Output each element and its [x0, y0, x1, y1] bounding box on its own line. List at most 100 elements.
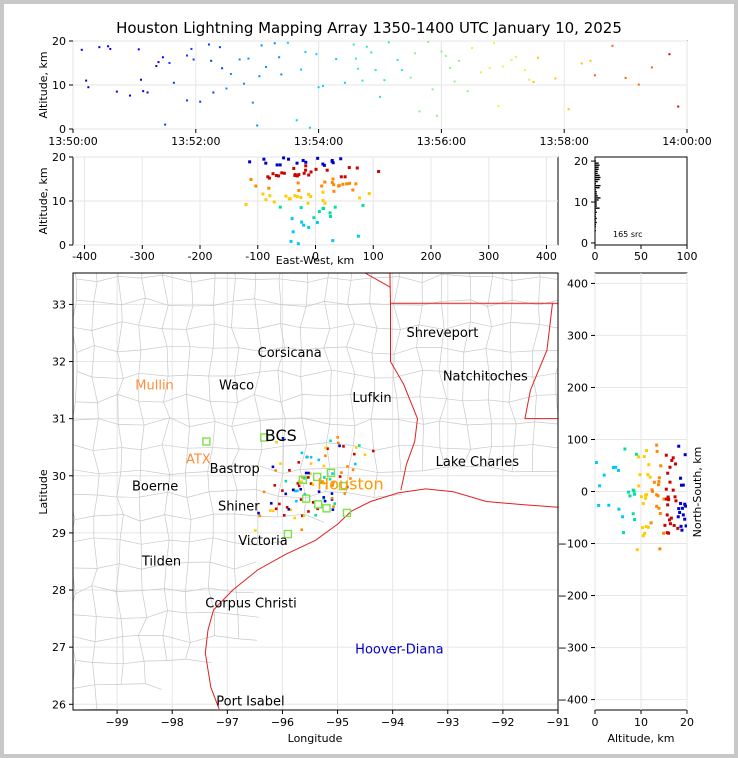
mississippi-border	[524, 303, 558, 420]
map-source-point	[307, 510, 310, 513]
ew-source-point	[331, 161, 335, 165]
altitude-histogram-bars	[595, 160, 601, 232]
ew-source-point	[354, 182, 358, 186]
county-border-segment	[283, 418, 286, 447]
county-border-segment	[117, 275, 142, 279]
ns-source-point	[680, 506, 684, 510]
county-border-segment	[189, 421, 216, 427]
latitude-tick-label: 31	[52, 413, 66, 426]
map-source-point	[295, 499, 298, 503]
map-source-point	[319, 481, 322, 484]
map-source-point	[328, 477, 332, 481]
map-label-victoria: Victoria	[238, 534, 287, 549]
county-border-segment	[209, 489, 238, 493]
ns-source-point	[666, 503, 670, 507]
map-source-point	[297, 461, 301, 464]
county-border-segment	[282, 469, 301, 474]
ns-source-point	[656, 483, 660, 487]
county-border-segment	[354, 374, 375, 379]
county-border-segment	[93, 301, 122, 306]
county-border-segment	[70, 614, 71, 635]
county-border-segment	[74, 371, 78, 402]
map-source-point	[279, 462, 282, 465]
lightning-source-point	[142, 90, 145, 93]
county-border-segment	[422, 466, 446, 472]
county-border-segment	[371, 328, 378, 354]
ew-source-point	[314, 167, 318, 171]
county-border-segment	[561, 300, 564, 330]
red-river-border	[364, 273, 391, 288]
ew-source-point	[292, 166, 296, 170]
lightning-source-point	[383, 79, 386, 82]
map-source-point	[293, 516, 296, 520]
ns-source-point	[645, 493, 649, 497]
county-borders	[70, 254, 564, 710]
lightning-source-point	[207, 43, 210, 46]
county-border-segment	[323, 328, 331, 349]
county-border-segment	[169, 539, 190, 543]
county-border-segment	[258, 328, 263, 352]
county-border-segment	[439, 447, 471, 450]
county-border-segment	[119, 539, 142, 545]
county-border-segment	[97, 494, 117, 498]
county-border-segment	[285, 417, 302, 419]
ns-source-point	[621, 515, 625, 519]
county-border-segment	[353, 425, 356, 446]
lightning-source-point	[247, 57, 250, 60]
county-border-segment	[277, 513, 305, 518]
ns-tick-label: 400	[567, 277, 588, 290]
county-border-segment	[398, 445, 402, 472]
plan-view-xlabel: Longitude	[288, 732, 343, 745]
county-border-segment	[254, 298, 259, 329]
county-border-segment	[277, 473, 284, 497]
altitude-tick-label: 0	[581, 237, 588, 250]
county-border-segment	[258, 323, 281, 329]
lightning-source-point	[343, 81, 346, 84]
lightning-source-point	[286, 41, 289, 44]
county-border-segment	[324, 491, 347, 493]
county-border-segment	[558, 254, 562, 280]
county-border-segment	[165, 539, 170, 564]
ns-source-point	[671, 488, 675, 492]
county-border-segment	[303, 497, 307, 515]
lightning-source-point	[457, 59, 460, 62]
county-border-segment	[238, 347, 262, 352]
county-border-segment	[237, 614, 260, 618]
plan-view-panel: Shreveport Corsicana Natchitoches Mullin Wac…	[37, 254, 570, 745]
county-border-segment	[92, 662, 96, 685]
county-border-segment	[299, 444, 308, 470]
county-border-segment	[185, 305, 194, 330]
county-border-segment	[280, 304, 307, 307]
ew-altitude-xlabel: East-West, km	[276, 254, 354, 267]
lightning-source-point	[218, 46, 221, 49]
lightning-source-point	[273, 42, 276, 45]
map-source-point	[309, 462, 313, 465]
lightning-source-point	[379, 95, 381, 98]
ew-source-point	[322, 163, 326, 167]
ns-source-point	[646, 473, 650, 477]
map-source-point	[337, 441, 340, 445]
map-source-point	[294, 489, 297, 493]
county-border-segment	[73, 572, 76, 595]
ns-source-point	[617, 507, 621, 511]
ns-source-point	[664, 453, 668, 457]
county-border-segment	[185, 591, 187, 613]
county-border-segment	[257, 515, 278, 518]
map-source-point	[351, 468, 355, 472]
lightning-source-point	[251, 101, 254, 104]
county-border-segment	[393, 329, 401, 355]
map-source-point	[317, 490, 321, 493]
county-border-segment	[327, 273, 329, 278]
lma-station-marker	[298, 475, 308, 484]
county-border-segment	[261, 346, 285, 352]
ew-source-point	[323, 180, 327, 184]
county-border-segment	[278, 278, 308, 283]
latitude-tick-label: 29	[52, 527, 66, 540]
ns-source-point	[659, 464, 663, 468]
map-source-point	[273, 484, 277, 487]
county-border-segment	[116, 471, 122, 498]
county-border-segment	[354, 323, 378, 329]
county-border-segment	[418, 305, 423, 325]
source-count-label: 165 src	[613, 230, 643, 239]
ew-source-point	[288, 197, 292, 201]
